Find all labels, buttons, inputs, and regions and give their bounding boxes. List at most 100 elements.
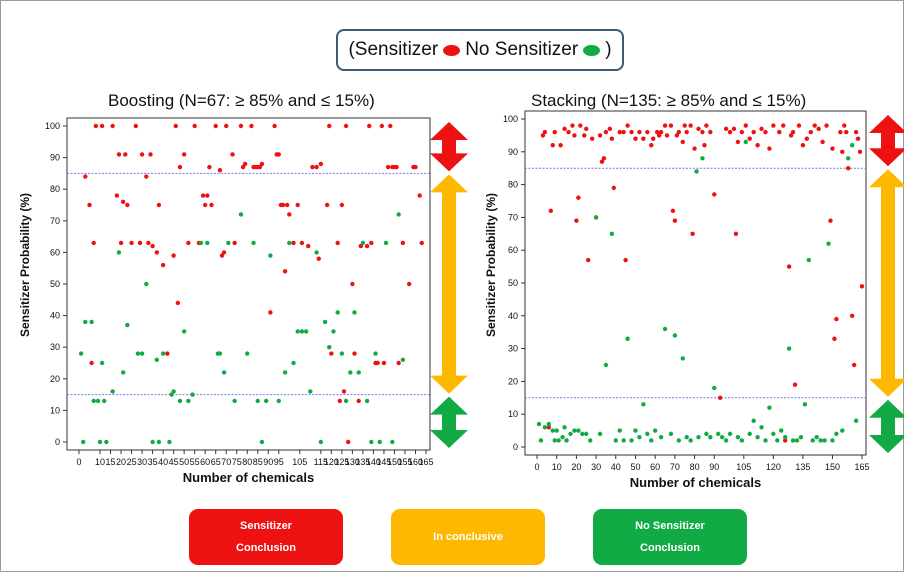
x-tick-label: 20 <box>116 457 126 467</box>
no-sensitizer-point <box>849 143 855 148</box>
no-sensitizer-point <box>81 439 86 445</box>
no-sensitizer-point <box>295 329 300 334</box>
y-tick-label: 10 <box>508 409 518 419</box>
sensitizer-point <box>268 310 273 315</box>
no-sensitizer-point <box>684 434 689 440</box>
sensitizer-point <box>219 253 225 258</box>
no-sensitizer-point <box>552 438 557 443</box>
no-sensitizer-point <box>810 438 815 443</box>
sensitizer-point <box>609 136 615 141</box>
sensitizer-point <box>672 218 678 223</box>
no-sensitizer-point <box>276 398 281 404</box>
sensitizer-zone-arrow <box>869 115 904 167</box>
no-sensitizer-point <box>782 434 788 440</box>
no-sensitizer-point <box>135 351 141 356</box>
plot-area <box>66 117 431 451</box>
sensitizer-point <box>230 152 235 157</box>
no-sensitizer-point <box>331 329 336 334</box>
x-tick-label: 0 <box>76 457 81 467</box>
y-tick-label: 40 <box>50 311 60 321</box>
sensitizer-point <box>800 143 806 148</box>
sensitizer-point <box>93 123 99 129</box>
sensitizer-point <box>796 123 802 128</box>
no-sensitizer-point <box>775 438 780 443</box>
sensitizer-point <box>173 123 178 129</box>
no-sensitizer-point <box>806 257 812 263</box>
sensitizer-point <box>680 139 685 145</box>
no-sensitizer-point <box>700 156 705 161</box>
sensitizer-point <box>99 123 105 129</box>
sensitizer-point <box>318 161 324 167</box>
no-sensitizer-point <box>287 240 292 246</box>
sensitizer-point <box>838 129 843 135</box>
x-tick-label: 0 <box>534 462 539 472</box>
sensitizer-point <box>840 149 845 154</box>
sensitizer-point <box>139 152 145 157</box>
sensitizer-point <box>242 161 248 167</box>
sensitizer-point <box>625 123 630 128</box>
badge-line-2: Conclusion <box>236 542 296 554</box>
sensitizer-point <box>272 123 277 129</box>
no-sensitizer-point <box>694 169 699 174</box>
x-tick-label: 70 <box>221 457 231 467</box>
sensitizer-zone-arrow <box>430 122 468 172</box>
no-sensitizer-point <box>339 351 345 356</box>
no-sensitizer-point <box>739 438 745 443</box>
sensitizer-point <box>280 202 286 208</box>
sensitizer-point <box>782 438 788 443</box>
sensitizer-point <box>165 351 170 356</box>
no-sensitizer-point <box>712 385 717 391</box>
no-sensitizer-point <box>658 434 664 440</box>
x-tick-label: 125 <box>334 457 349 467</box>
x-axis-label: Number of chemicals <box>630 475 762 490</box>
badge-line-2: Conclusion <box>640 542 700 554</box>
sensitizer-point <box>181 152 187 157</box>
no-sensitizer-point <box>308 389 313 394</box>
no-sensitizer-point <box>625 336 630 341</box>
sensitizer-point <box>849 313 855 318</box>
no-sensitizer-point <box>97 439 103 445</box>
no-sensitizer-point <box>587 438 593 443</box>
y-tick-label: 0 <box>513 442 518 452</box>
sensitizer-point <box>205 193 210 198</box>
sensitizer-point <box>221 250 227 255</box>
sensitizer-point <box>637 129 642 135</box>
y-tick-label: 70 <box>508 212 518 222</box>
sensitizer-point <box>299 240 305 246</box>
no-sensitizer-point <box>708 434 713 440</box>
no-sensitizer-point <box>554 428 559 433</box>
x-tick-label: 30 <box>591 462 601 472</box>
sensitizer-point <box>670 208 676 214</box>
sensitizer-point <box>388 123 393 129</box>
no-sensitizer-point <box>818 438 823 443</box>
x-tick-label: 80 <box>690 462 700 472</box>
sensitizer-point <box>832 336 837 341</box>
x-tick-label: 160 <box>408 457 423 467</box>
y-tick-label: 40 <box>508 311 518 321</box>
no-sensitizer-point <box>790 438 796 443</box>
sensitizer-point <box>83 174 88 179</box>
y-tick-label: 80 <box>508 180 518 190</box>
sensitizer-point <box>751 129 756 135</box>
x-tick-label: 40 <box>158 457 168 467</box>
sensitizer-point <box>572 133 577 138</box>
sensitizer-point <box>87 202 92 208</box>
no-sensitizer-point <box>680 356 685 361</box>
no-sensitizer-point <box>572 428 577 433</box>
no-sensitizer-point <box>550 428 555 433</box>
no-sensitizer-point <box>160 351 166 356</box>
x-tick-label: 65 <box>211 457 221 467</box>
no-sensitizer-point <box>763 438 768 443</box>
no-sensitizer-point <box>335 310 340 315</box>
no-sensitizer-point <box>156 439 162 445</box>
sensitizer-point <box>129 240 134 246</box>
no-sensitizer-point <box>576 428 581 433</box>
no-sensitizer-point <box>704 431 709 437</box>
sensitizer-point <box>664 133 670 138</box>
x-tick-label: 145 <box>376 457 391 467</box>
no-sensitizer-point <box>727 431 733 437</box>
no-sensitizer-point <box>83 319 88 325</box>
no-sensitizer-point <box>291 360 296 366</box>
sensitizer-point <box>341 389 347 394</box>
no-sensitizer-point <box>259 439 265 445</box>
